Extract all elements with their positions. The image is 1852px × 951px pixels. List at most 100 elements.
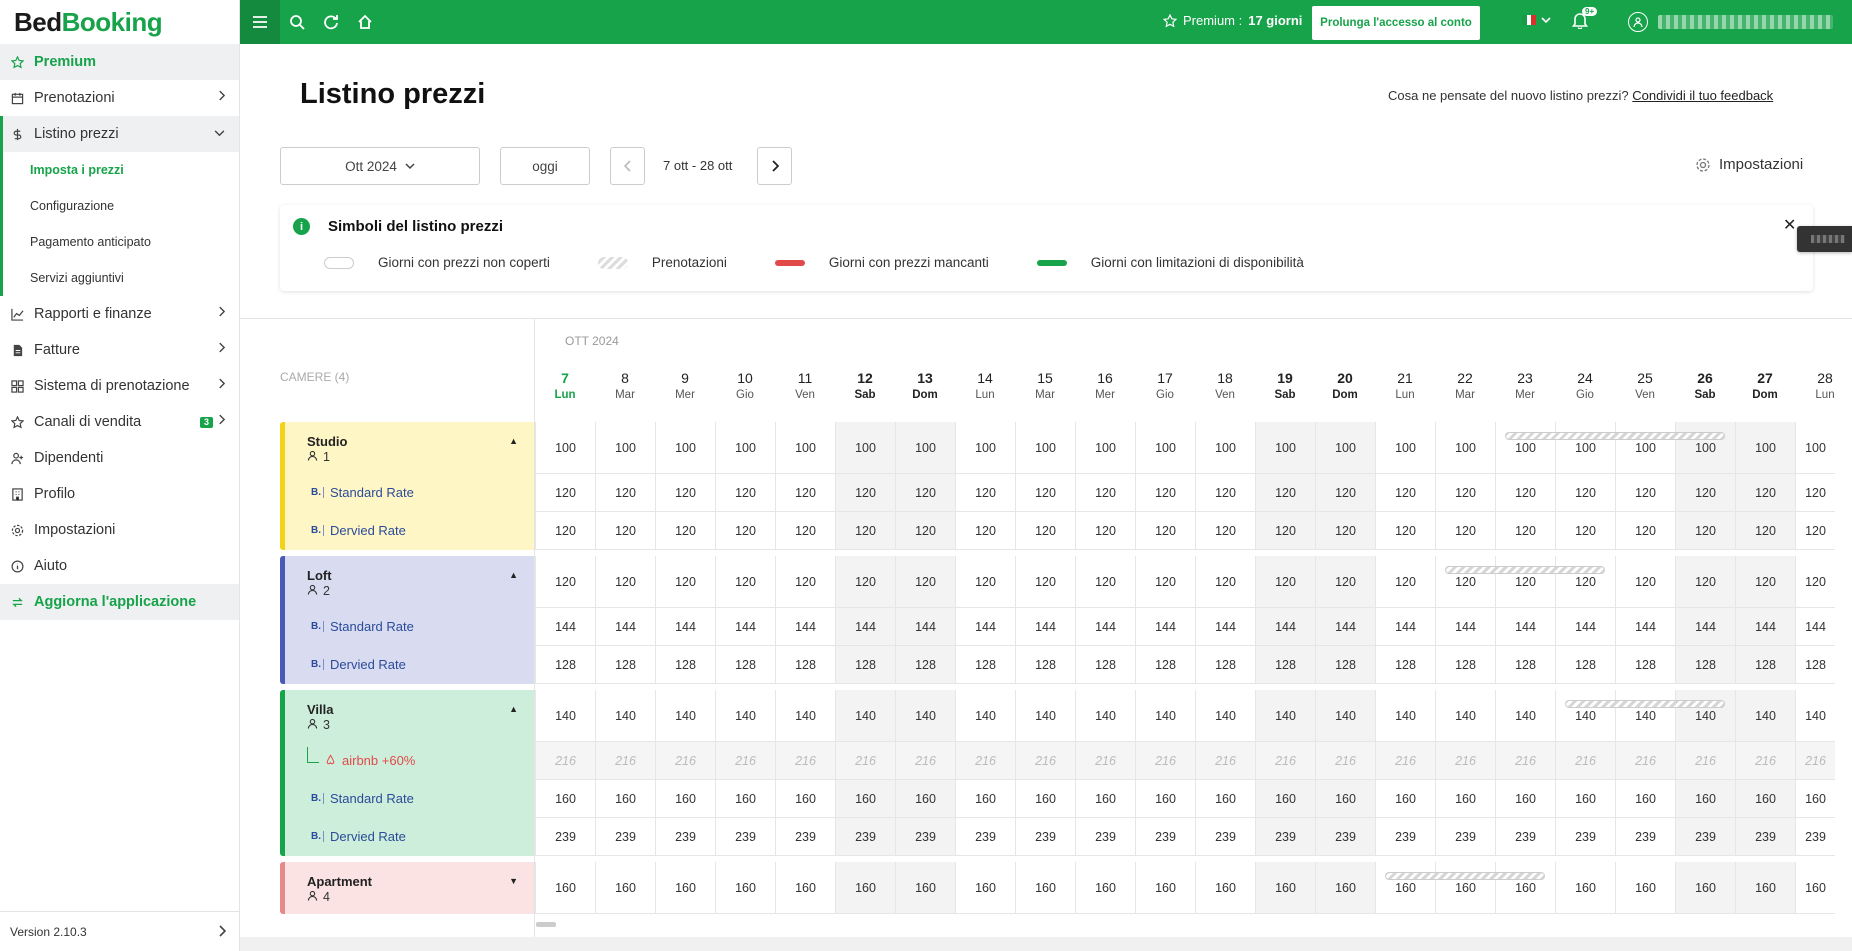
price-cell[interactable]: 100 <box>775 422 835 474</box>
price-cell[interactable]: 144 <box>895 608 955 646</box>
price-cell[interactable]: 120 <box>595 474 655 512</box>
price-cell[interactable]: 128 <box>1375 646 1435 684</box>
close-icon[interactable]: ✕ <box>1783 217 1797 234</box>
price-cell[interactable]: 140 <box>1195 690 1255 742</box>
price-cell[interactable]: 160 <box>1195 780 1255 818</box>
price-cell[interactable]: 128 <box>1315 646 1375 684</box>
price-cell[interactable]: 120 <box>1375 512 1435 550</box>
feedback-link[interactable]: Condividi il tuo feedback <box>1632 88 1774 103</box>
price-cell[interactable]: 128 <box>1255 646 1315 684</box>
price-cell[interactable]: 120 <box>1315 474 1375 512</box>
extend-access-button[interactable]: Prolunga l'accesso al conto <box>1312 6 1480 40</box>
price-cell[interactable]: 100 <box>1015 422 1075 474</box>
sidebar-item-impostazioni[interactable]: Impostazioni <box>0 512 239 548</box>
price-cell[interactable]: 120 <box>1615 512 1675 550</box>
price-cell[interactable]: 144 <box>1315 608 1375 646</box>
price-cell[interactable]: 120 <box>1195 512 1255 550</box>
price-cell[interactable]: 160 <box>655 780 715 818</box>
price-cell[interactable]: 140 <box>1735 690 1795 742</box>
price-cell[interactable]: 100 <box>1135 422 1195 474</box>
price-cell[interactable]: 128 <box>835 646 895 684</box>
price-cell[interactable]: 160 <box>715 862 775 914</box>
price-cell[interactable]: 160 <box>1075 780 1135 818</box>
price-cell[interactable]: 144 <box>1495 608 1555 646</box>
price-cell[interactable]: 120 <box>1495 474 1555 512</box>
price-cell[interactable]: 144 <box>1555 608 1615 646</box>
price-cell[interactable]: 120 <box>835 474 895 512</box>
price-cell[interactable]: 160 <box>1255 862 1315 914</box>
price-cell[interactable]: 160 <box>535 862 595 914</box>
expand-toggle-icon[interactable]: ▼ <box>509 876 518 886</box>
sidebar-item-dipendenti[interactable]: Dipendenti <box>0 440 239 476</box>
price-cell[interactable]: 140 <box>1555 690 1615 742</box>
today-button[interactable]: oggi <box>500 147 590 185</box>
collapse-toggle-icon[interactable]: ▲ <box>509 436 518 446</box>
price-cell[interactable]: 128 <box>1555 646 1615 684</box>
price-cell[interactable]: 239 <box>1315 818 1375 856</box>
sidebar-item-aggiorna-l-applicazione[interactable]: Aggiorna l'applicazione <box>0 584 239 620</box>
price-cell[interactable]: 160 <box>1615 862 1675 914</box>
price-cell[interactable]: 160 <box>1435 862 1495 914</box>
price-cell[interactable]: 239 <box>1015 818 1075 856</box>
price-cell[interactable]: 100 <box>1075 422 1135 474</box>
price-cell[interactable]: 239 <box>1075 818 1135 856</box>
price-cell[interactable]: 140 <box>1615 690 1675 742</box>
price-cell[interactable]: 120 <box>1735 556 1795 608</box>
price-cell[interactable]: 160 <box>1015 780 1075 818</box>
price-cell[interactable]: 239 <box>775 818 835 856</box>
price-cell[interactable]: 140 <box>1795 690 1835 742</box>
price-cell[interactable]: 120 <box>1615 556 1675 608</box>
price-cell[interactable]: 120 <box>1495 512 1555 550</box>
price-cell[interactable]: 144 <box>715 608 775 646</box>
price-cell[interactable]: 160 <box>1555 780 1615 818</box>
price-cell[interactable]: 128 <box>775 646 835 684</box>
price-cell[interactable]: 120 <box>895 556 955 608</box>
rate-plan-label[interactable]: B. Standard Rate <box>311 485 414 500</box>
price-cell[interactable]: 120 <box>1675 474 1735 512</box>
price-cell[interactable]: 128 <box>1735 646 1795 684</box>
price-cell[interactable]: 140 <box>1255 690 1315 742</box>
price-cell[interactable]: 160 <box>1795 780 1835 818</box>
collapse-toggle-icon[interactable]: ▲ <box>509 570 518 580</box>
price-cell[interactable]: 160 <box>1135 862 1195 914</box>
price-cell[interactable]: 100 <box>595 422 655 474</box>
price-cell[interactable]: 140 <box>1075 690 1135 742</box>
price-cell[interactable]: 128 <box>1675 646 1735 684</box>
price-cell[interactable]: 120 <box>835 556 895 608</box>
price-cell[interactable]: 140 <box>1495 690 1555 742</box>
home-icon[interactable] <box>348 0 382 44</box>
price-cell[interactable]: 120 <box>1135 512 1195 550</box>
search-icon[interactable] <box>280 0 314 44</box>
price-cell[interactable]: 239 <box>595 818 655 856</box>
price-cell[interactable]: 120 <box>1795 556 1835 608</box>
sidebar-subitem[interactable]: Configurazione <box>0 188 239 224</box>
price-cell[interactable]: 120 <box>1195 556 1255 608</box>
menu-icon[interactable] <box>240 0 280 44</box>
price-cell[interactable]: 140 <box>955 690 1015 742</box>
sidebar-subitem[interactable]: Imposta i prezzi <box>0 152 239 188</box>
price-cell[interactable]: 160 <box>1435 780 1495 818</box>
price-cell[interactable]: 128 <box>535 646 595 684</box>
price-cell[interactable]: 100 <box>835 422 895 474</box>
price-cell[interactable]: 140 <box>775 690 835 742</box>
price-cell[interactable]: 120 <box>1075 556 1135 608</box>
price-cell[interactable]: 128 <box>655 646 715 684</box>
price-cell[interactable]: 140 <box>1135 690 1195 742</box>
settings-link[interactable]: Impostazioni <box>1695 156 1803 173</box>
price-cell[interactable]: 144 <box>1375 608 1435 646</box>
price-cell[interactable]: 144 <box>1735 608 1795 646</box>
price-cell[interactable]: 140 <box>1315 690 1375 742</box>
price-cell[interactable]: 120 <box>775 512 835 550</box>
price-cell[interactable]: 144 <box>1795 608 1835 646</box>
price-cell[interactable]: 100 <box>1195 422 1255 474</box>
price-cell[interactable]: 120 <box>1675 556 1735 608</box>
price-cell[interactable]: 120 <box>1435 474 1495 512</box>
price-cell[interactable]: 120 <box>1315 512 1375 550</box>
price-cell[interactable]: 140 <box>1375 690 1435 742</box>
rate-plan-label[interactable]: B. Dervied Rate <box>311 657 406 672</box>
price-cell[interactable]: 140 <box>655 690 715 742</box>
sidebar-item-listino-prezzi[interactable]: Listino prezzi <box>0 116 239 152</box>
booking-hatch-bar[interactable] <box>1445 566 1605 574</box>
month-select[interactable]: Ott 2024 <box>280 147 480 185</box>
price-cell[interactable]: 144 <box>955 608 1015 646</box>
